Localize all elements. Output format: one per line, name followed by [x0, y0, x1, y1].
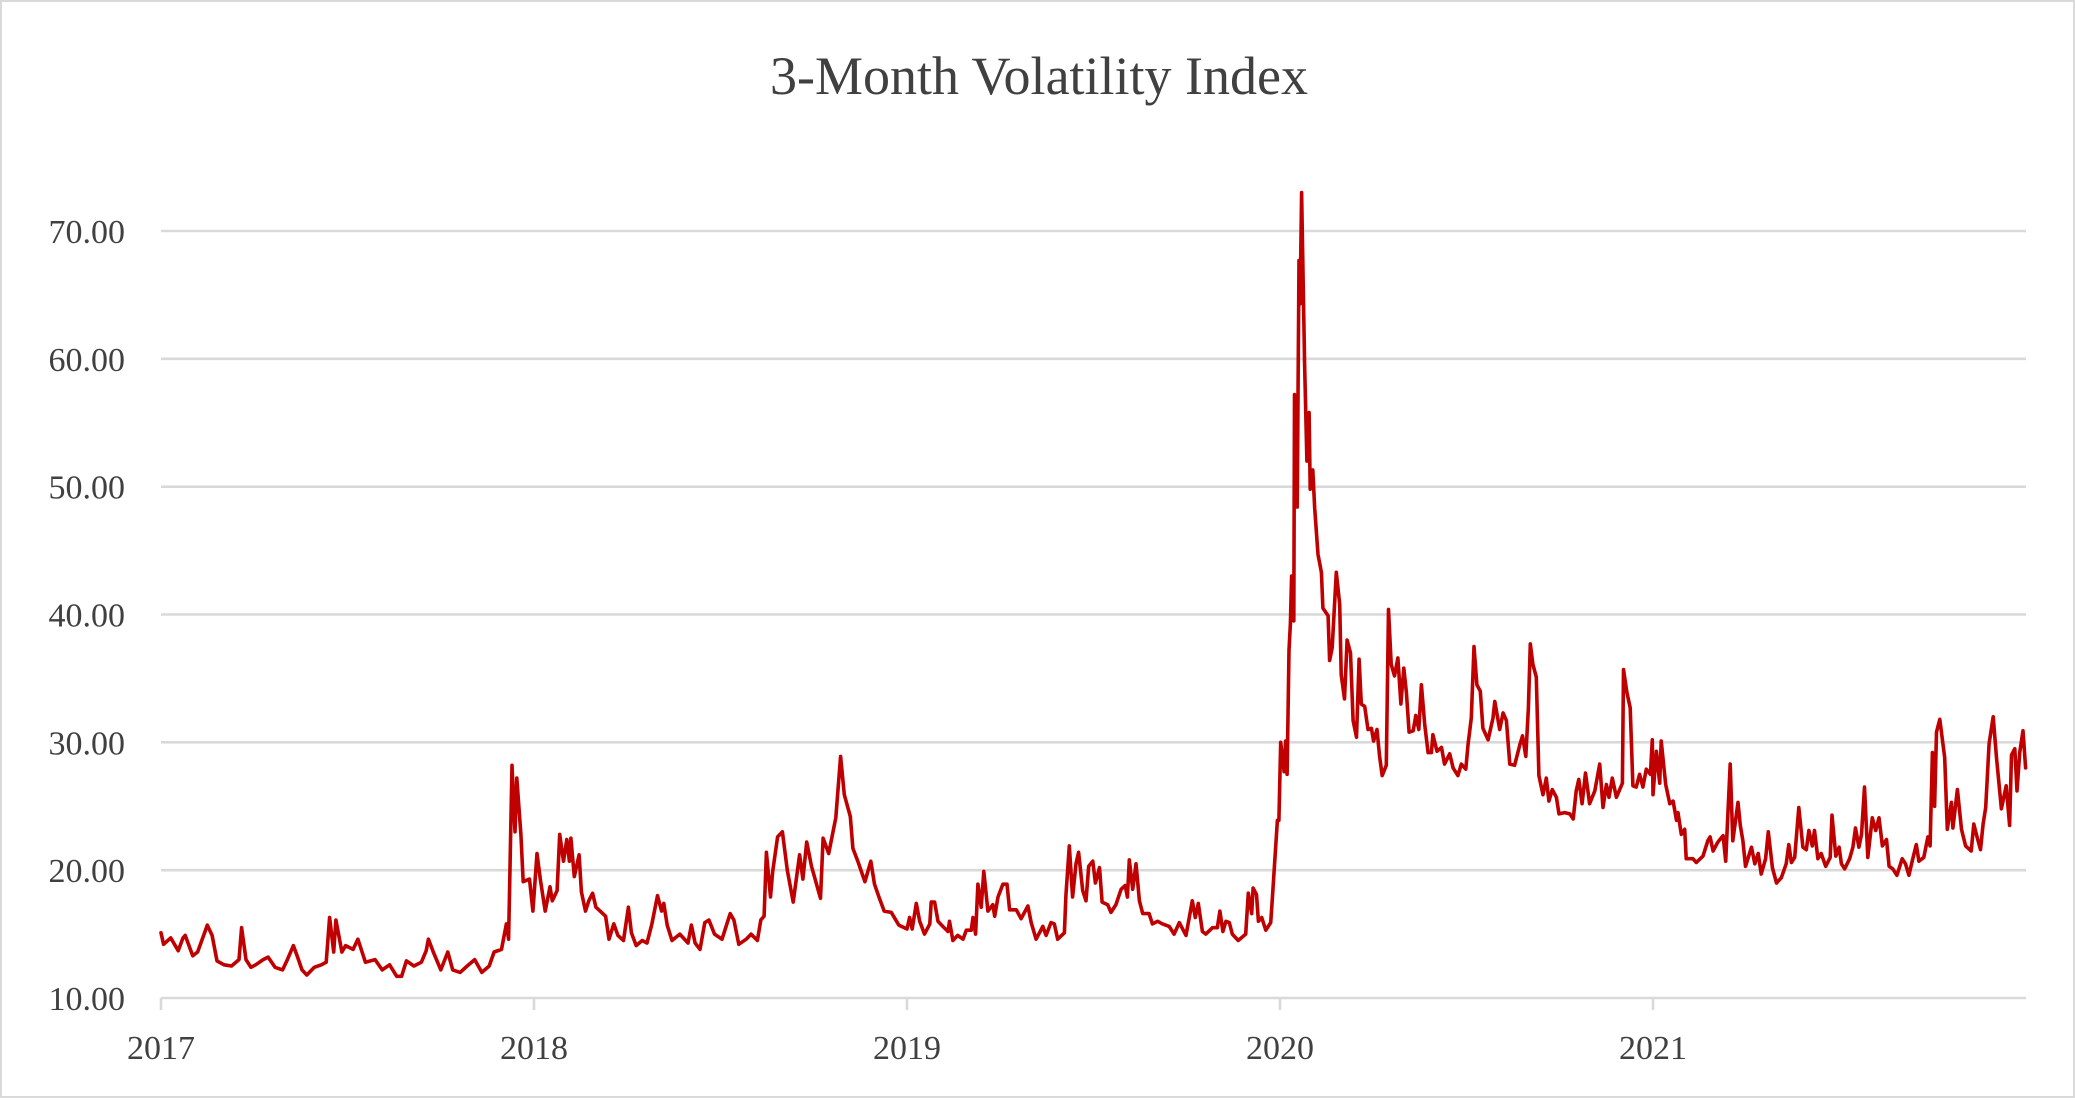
x-tick-label: 2019	[873, 1030, 941, 1067]
y-tick-label: 60.00	[49, 342, 126, 379]
x-tick-label: 2020	[1246, 1030, 1314, 1067]
x-tick-label: 2021	[1619, 1030, 1687, 1067]
y-tick-label: 20.00	[49, 853, 126, 890]
x-axis: 2017 2018 2019 2020 2021	[127, 998, 1687, 1067]
y-tick-label: 30.00	[49, 725, 126, 762]
series-group	[159, 190, 2028, 979]
chart-title: 3-Month Volatility Index	[770, 46, 1308, 106]
gridlines	[161, 229, 2026, 1000]
x-tick-label: 2018	[500, 1030, 568, 1067]
y-tick-label: 10.00	[49, 981, 126, 1018]
series-line	[159, 190, 2028, 979]
y-tick-label: 50.00	[49, 470, 126, 507]
x-tick-label: 2017	[127, 1030, 195, 1067]
y-axis: 10.00 20.00 30.00 40.00 50.00 60.00 70.00	[49, 214, 126, 1018]
y-tick-label: 70.00	[49, 214, 126, 251]
y-tick-label: 40.00	[49, 598, 126, 635]
